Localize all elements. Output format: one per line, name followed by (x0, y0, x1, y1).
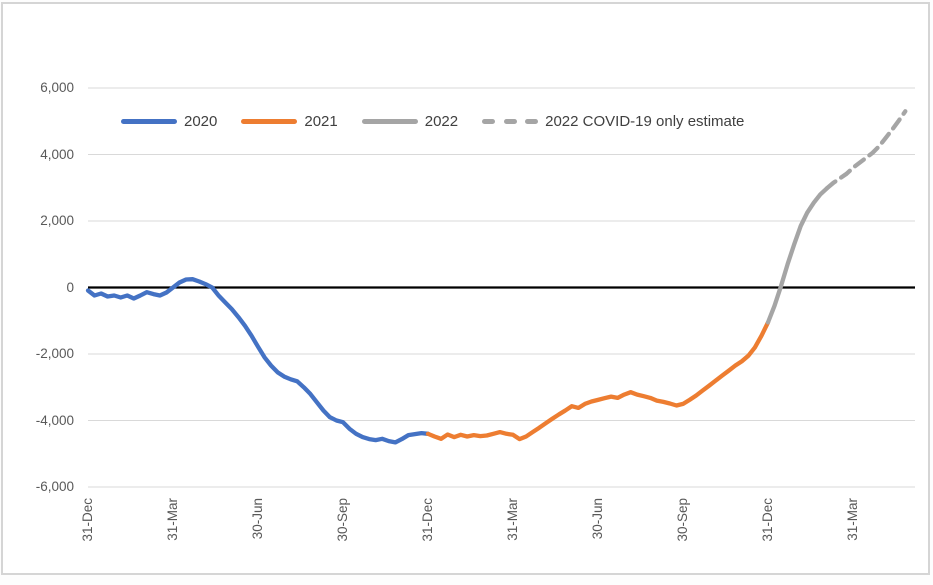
legend-label: 2022 (424, 113, 459, 130)
chart-legend: 2020 2021 2022 2022 COVID-19 only estimate (121, 113, 768, 130)
legend-item-2022-covid-19-only-estimate: 2022 COVID-19 only estimate (482, 113, 744, 130)
series-line-2022 (765, 186, 829, 325)
legend-label: 2020 (184, 113, 218, 130)
legend-item-2022: 2022 (361, 113, 459, 130)
series-line-2022-covid-19-only-estimate (824, 109, 908, 191)
x-tick-label: 31-Mar (505, 498, 520, 541)
legend-label: 2021 (304, 113, 338, 130)
legend-item-2020: 2020 (121, 113, 217, 130)
series-line-2020 (85, 277, 431, 445)
legend-line-icon (241, 119, 298, 124)
x-tick-label: 31-Mar (165, 498, 180, 541)
x-tick-label: 31-Dec (420, 498, 435, 542)
x-tick-label: 30-Sep (335, 498, 350, 542)
x-tick-label: 31-Mar (845, 498, 860, 541)
x-tick-label: 31-Dec (760, 498, 775, 542)
y-tick-label: 4,000 (40, 146, 74, 162)
x-tick-label: 30-Sep (675, 498, 690, 542)
y-tick-label: 0 (66, 279, 74, 295)
legend-dashed-line-icon (482, 119, 539, 124)
legend-line-icon (121, 119, 177, 124)
legend-label: 2022 COVID-19 only estimate (545, 113, 745, 130)
y-tick-label: -4,000 (35, 412, 74, 428)
legend-item-2021: 2021 (241, 113, 338, 130)
series-line-2021 (425, 320, 771, 442)
x-tick-label: 30-Jun (590, 498, 605, 540)
x-tick-label: 30-Jun (250, 498, 265, 540)
y-tick-label: 2,000 (40, 213, 74, 228)
legend-line-icon (361, 119, 418, 124)
y-tick-label: -6,000 (35, 479, 74, 494)
x-tick-label: 31-Dec (80, 498, 95, 542)
y-tick-label: -2,000 (35, 346, 74, 361)
y-tick-label: 6,000 (40, 80, 74, 95)
